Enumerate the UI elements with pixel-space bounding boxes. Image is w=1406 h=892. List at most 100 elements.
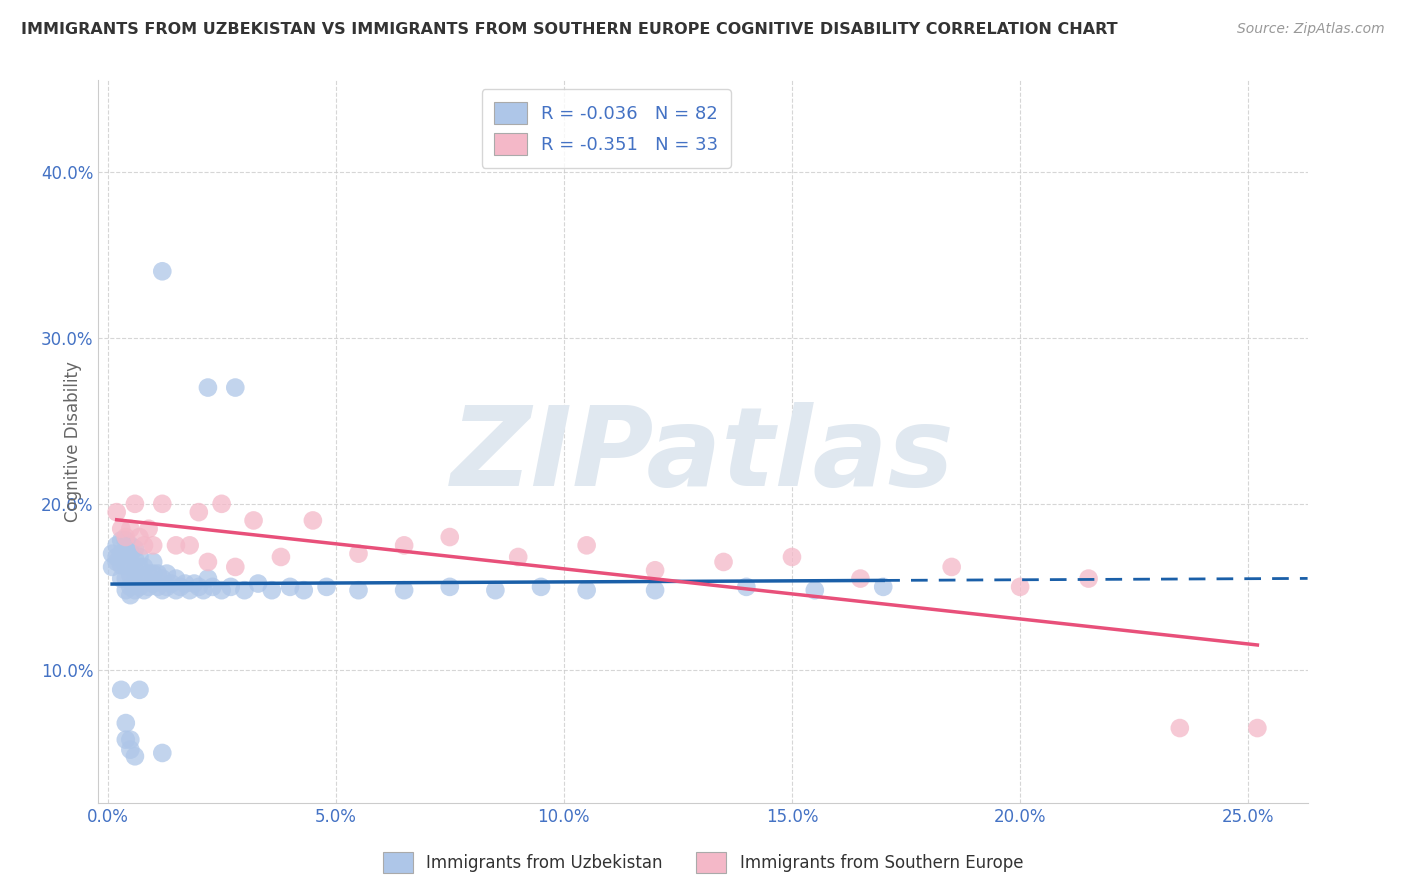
Point (197, 555, 219, 569)
Point (169, 580, 191, 594)
Point (110, 682, 132, 697)
Point (120, 538, 142, 552)
Point (114, 533, 136, 548)
Point (105, 505, 128, 519)
Point (270, 549, 292, 564)
Point (128, 549, 150, 564)
Point (211, 583, 233, 598)
Point (110, 572, 132, 586)
Point (713, 555, 735, 569)
Point (201, 580, 224, 594)
Point (120, 558, 142, 573)
Point (187, 505, 209, 519)
Point (292, 583, 315, 598)
Point (150, 264, 173, 278)
Point (105, 538, 128, 552)
Point (114, 583, 136, 598)
Point (132, 572, 155, 586)
Point (644, 563, 666, 577)
Point (120, 522, 142, 536)
Point (160, 576, 183, 591)
Point (150, 572, 173, 586)
Point (110, 547, 132, 561)
Point (138, 580, 160, 594)
Point (101, 547, 124, 561)
Point (392, 583, 415, 598)
Y-axis label: Cognitive Disability: Cognitive Disability (63, 361, 82, 522)
Point (114, 547, 136, 561)
Point (1010, 580, 1032, 594)
Point (124, 574, 146, 589)
Point (179, 538, 201, 552)
Point (142, 538, 165, 552)
Point (1077, 572, 1099, 586)
Text: ZIPatlas: ZIPatlas (451, 402, 955, 509)
Point (1246, 721, 1268, 735)
Point (124, 583, 146, 598)
Point (804, 583, 827, 598)
Point (165, 572, 187, 586)
Point (138, 566, 160, 581)
Point (439, 580, 461, 594)
Point (242, 513, 264, 527)
Point (278, 580, 301, 594)
Point (174, 576, 197, 591)
Point (114, 732, 136, 747)
Point (124, 551, 146, 566)
Point (146, 566, 169, 581)
Point (187, 580, 209, 594)
Point (142, 555, 165, 569)
Point (780, 549, 803, 564)
Point (114, 530, 136, 544)
Point (165, 538, 187, 552)
Point (508, 549, 530, 564)
Point (128, 682, 150, 697)
Point (132, 538, 155, 552)
Point (120, 547, 142, 561)
Point (128, 530, 150, 544)
Point (849, 572, 872, 586)
Point (302, 513, 325, 527)
Point (124, 749, 146, 764)
Point (575, 583, 598, 598)
Point (735, 580, 758, 594)
Point (439, 530, 461, 544)
Point (142, 566, 165, 581)
Point (110, 533, 132, 548)
Point (128, 572, 150, 586)
Point (197, 572, 219, 586)
Point (941, 560, 963, 574)
Point (105, 549, 128, 564)
Point (142, 576, 165, 591)
Point (484, 583, 506, 598)
Point (347, 583, 370, 598)
Point (124, 541, 146, 556)
Point (247, 576, 270, 591)
Point (110, 522, 132, 536)
Point (128, 560, 150, 574)
Point (120, 732, 142, 747)
Point (211, 497, 233, 511)
Point (132, 560, 155, 574)
Text: Source: ZipAtlas.com: Source: ZipAtlas.com (1237, 22, 1385, 37)
Legend: Immigrants from Uzbekistan, Immigrants from Southern Europe: Immigrants from Uzbekistan, Immigrants f… (377, 846, 1029, 880)
Point (146, 580, 169, 594)
Point (193, 583, 215, 598)
Point (233, 583, 256, 598)
Point (132, 583, 155, 598)
Point (114, 572, 136, 586)
Point (120, 742, 142, 756)
Point (530, 580, 553, 594)
Point (260, 583, 283, 598)
Point (120, 580, 142, 594)
Point (114, 558, 136, 573)
Point (224, 560, 246, 574)
Point (124, 563, 146, 577)
Point (128, 580, 150, 594)
Point (872, 580, 894, 594)
Point (150, 746, 173, 760)
Point (156, 580, 179, 594)
Point (101, 560, 124, 574)
Point (110, 558, 132, 573)
Point (219, 580, 242, 594)
